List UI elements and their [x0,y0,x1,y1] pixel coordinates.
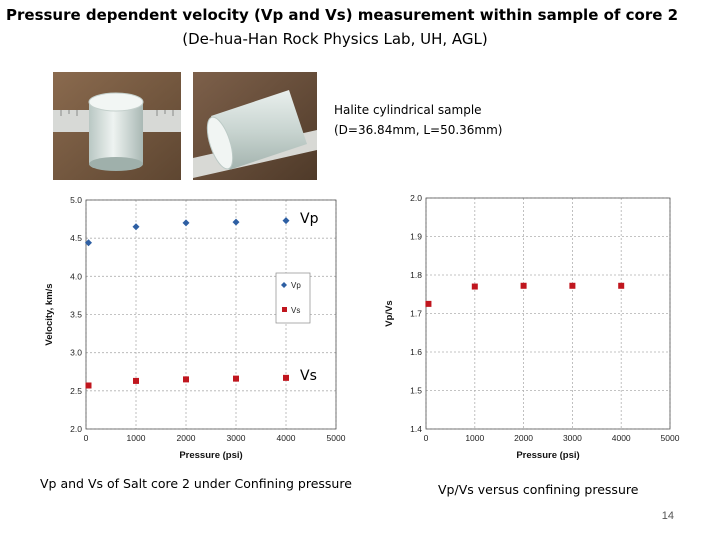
vs-annotation: Vs [300,368,317,384]
velocity-chart-y-tick-label: 3.0 [70,348,82,358]
velocity-chart-ticks: 0 1000 2000 3000 4000 5000 2.0 2.5 3.0 3.5 4.0 4.5 5… [70,195,346,443]
ratio-chart-ticks: 0 1000 2000 3000 4000 5000 1.4 1.5 1.6 1.7 1.8 1.9 2… [410,193,680,443]
velocity-chart-series0-point [282,217,290,225]
velocity-chart: 0 1000 2000 3000 4000 5000 2.0 2.5 3.0 3.5 4.0 4.5 5… [44,195,346,461]
page-subtitle: (De-hua-Han Rock Physics Lab, UH, AGL) [182,30,488,48]
legend-vp-label: Vp [291,281,301,290]
velocity-chart-series0-point [232,218,240,226]
ratio-chart-series0-point [425,300,432,307]
ratio-chart-caption: Vp/Vs versus confining pressure [438,482,639,497]
halite-sample-photo-1 [53,72,181,180]
ratio-chart-y-tick-label: 1.8 [410,270,422,280]
velocity-chart-x-tick-label: 4000 [277,433,296,443]
velocity-chart-series1-point [233,375,239,382]
sample-caption-line-2: (D=36.84mm, L=50.36mm) [334,123,503,137]
velocity-chart-y-tick-label: 2.0 [70,424,82,434]
legend-vp-diamond-icon [281,282,287,288]
ratio-chart-y-tick-label: 1.9 [410,232,422,242]
velocity-chart-x-tick-label: 5000 [327,433,346,443]
velocity-chart-series1-point [85,382,92,389]
velocity-chart-y-tick-label: 2.5 [70,386,82,396]
sample-caption-line-1: Halite cylindrical sample [334,103,482,117]
page-number: 14 [661,510,674,522]
velocity-chart-y-tick-label: 5.0 [70,195,82,205]
ratio-chart-x-tick-label: 3000 [563,433,582,443]
velocity-chart-x-tick-label: 1000 [127,433,146,443]
velocity-chart-y-tick-label: 3.5 [70,310,82,320]
vp-vs-ratio-chart: 0 1000 2000 3000 4000 5000 1.4 1.5 1.6 1.7 1.8 1.9 2… [384,193,680,461]
ratio-chart-x-tick-label: 1000 [465,433,484,443]
ratio-chart-series0-point [471,283,478,290]
velocity-chart-series1-point [183,376,189,383]
ratio-chart-series0-point [520,282,527,289]
velocity-chart-legend: Vp Vs [275,272,311,324]
velocity-chart-caption: Vp and Vs of Salt core 2 under Confining… [40,476,352,491]
velocity-chart-marks [85,217,290,389]
velocity-chart-series0-point [132,223,140,231]
velocity-chart-series0-point [182,219,190,227]
legend-vs-label: Vs [291,306,300,315]
ratio-chart-series0-point [569,282,576,289]
ratio-chart-x-label: Pressure (psi) [516,450,579,461]
ratio-chart-y-tick-label: 1.7 [410,309,422,319]
ratio-chart-x-tick-label: 0 [424,433,429,443]
legend-vs-square-icon [282,307,287,312]
velocity-chart-y-tick-label: 4.5 [70,233,82,243]
ratio-chart-y-tick-label: 1.6 [410,347,422,357]
velocity-chart-x-tick-label: 0 [84,433,89,443]
ratio-chart-plot-area [425,197,671,430]
velocity-chart-x-label: Pressure (psi) [179,450,242,461]
velocity-chart-plot-area [85,199,337,430]
ratio-chart-grid [425,197,671,430]
page-title: Pressure dependent velocity (Vp and Vs) … [6,6,679,24]
ratio-chart-series0-point [618,282,625,289]
velocity-chart-series1-point [133,377,139,384]
ratio-chart-y-tick-label: 1.4 [410,424,422,434]
ratio-chart-x-tick-label: 5000 [661,433,680,443]
ratio-chart-marks [425,282,625,307]
velocity-chart-y-label: Velocity, km/s [44,283,55,345]
ratio-chart-x-tick-label: 2000 [514,433,533,443]
ratio-chart-y-label: Vp/Vs [384,300,395,326]
velocity-chart-x-tick-label: 3000 [227,433,246,443]
velocity-chart-y-tick-label: 4.0 [70,271,82,281]
ratio-chart-y-tick-label: 1.5 [410,386,422,396]
vp-annotation: Vp [300,211,319,227]
velocity-chart-series1-point [283,374,289,381]
halite-sample-photo-2 [193,72,317,180]
velocity-chart-series0-point [85,239,92,247]
ratio-chart-x-tick-label: 4000 [612,433,631,443]
ratio-chart-y-tick-label: 2.0 [410,193,422,203]
velocity-chart-x-tick-label: 2000 [177,433,196,443]
